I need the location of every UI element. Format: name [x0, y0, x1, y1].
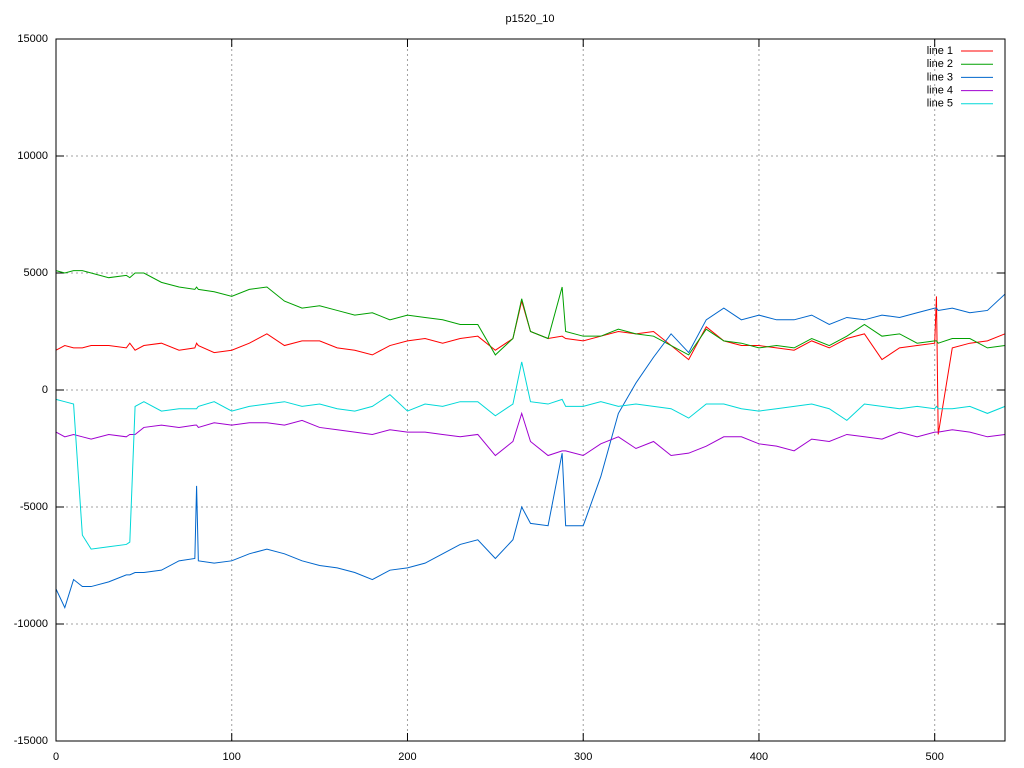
y-tick-label: 0 — [42, 384, 48, 396]
chart-title: p1520_10 — [506, 13, 555, 25]
legend-label: line 2 — [927, 58, 953, 70]
legend-label: line 3 — [927, 71, 953, 83]
x-tick-label: 500 — [926, 751, 944, 763]
y-tick-label: 5000 — [24, 267, 48, 279]
plot-frame — [55, 38, 1006, 742]
data-line — [55, 361, 1006, 550]
x-tick-label: 200 — [398, 751, 416, 763]
legend-label: line 5 — [927, 98, 953, 110]
legend-label: line 1 — [927, 45, 953, 57]
y-tick-label: -15000 — [14, 735, 48, 747]
legend-label: line 4 — [927, 85, 953, 97]
y-tick-label: -5000 — [20, 501, 48, 513]
data-line — [55, 293, 1006, 609]
x-tick-label: 300 — [574, 751, 592, 763]
x-tick-label: 0 — [53, 751, 59, 763]
y-tick-label: -10000 — [14, 618, 48, 630]
y-tick-label: 10000 — [17, 150, 48, 162]
x-tick-label: 100 — [223, 751, 241, 763]
data-line — [55, 411, 1006, 457]
y-tick-label: 15000 — [17, 33, 48, 45]
data-line — [55, 270, 1006, 356]
x-tick-label: 400 — [750, 751, 768, 763]
